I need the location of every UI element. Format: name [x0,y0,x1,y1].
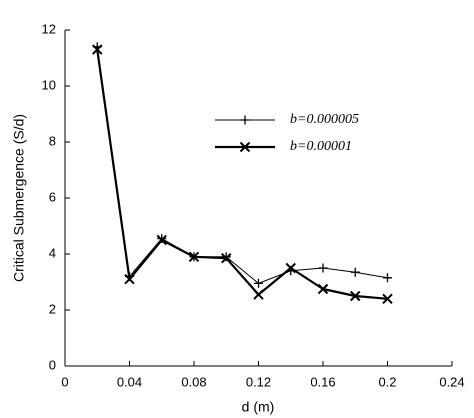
marker [188,251,200,263]
y-tick-label: 0 [49,357,56,372]
marker [383,273,392,283]
y-axis-title: Critical Submergence (S/d) [11,114,27,282]
y-tick-label: 4 [49,245,56,260]
marker [350,290,361,302]
marker [285,262,296,274]
series-line [96,46,388,284]
marker [221,252,232,264]
y-tick-label: 6 [49,189,56,204]
marker [254,278,263,288]
x-axis-title: d (m) [242,399,275,415]
legend-label: b=0.000005 [290,112,359,127]
marker [240,115,250,125]
marker [382,293,393,305]
marker [239,141,251,153]
x-tick-label: 0.04 [117,374,142,389]
x-tick-label: 0 [61,374,68,389]
marker [156,234,167,246]
marker [253,289,264,300]
y-tick-label: 2 [49,301,56,316]
x-tick-label: 0.08 [181,374,206,389]
x-tick-label: 0.16 [310,374,335,389]
y-tick-label: 8 [49,133,56,148]
x-tick-label: 0.24 [439,374,464,389]
y-tick-label: 10 [42,77,56,92]
marker [350,267,360,277]
marker [318,263,328,273]
x-tick-label: 0.12 [246,374,271,389]
marker [124,273,135,285]
series-line [96,49,388,300]
legend-label: b=0.00001 [290,139,352,154]
marker [92,44,103,55]
marker [317,283,329,295]
y-tick-label: 12 [42,21,56,36]
x-tick-label: 0.2 [378,374,396,389]
